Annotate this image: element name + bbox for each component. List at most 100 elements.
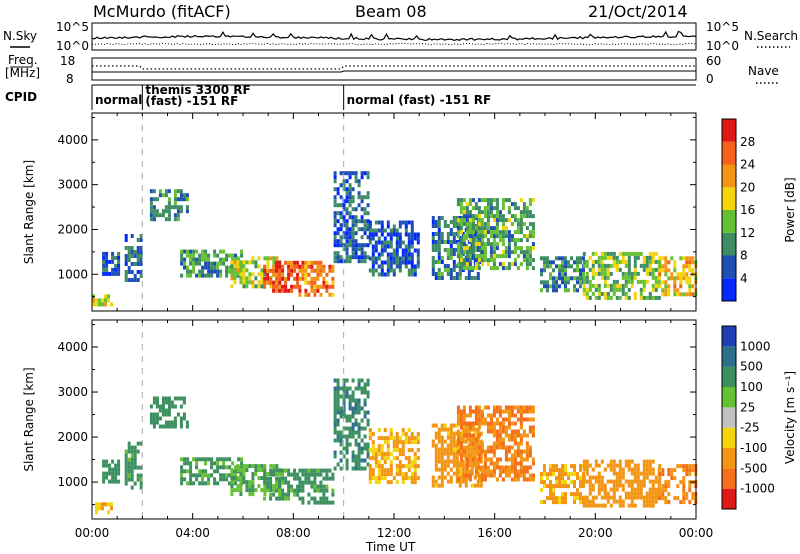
power-echo-cell	[234, 253, 238, 258]
velocity-echo-cell	[239, 468, 243, 473]
power-echo-cell	[345, 191, 349, 196]
velocity-echo-cell	[627, 503, 631, 508]
velocity-echo-cell	[513, 437, 517, 442]
power-echo-cell	[654, 251, 658, 256]
power-echo-cell	[336, 187, 340, 192]
velocity-echo-cell	[413, 472, 417, 477]
power-echo-cell	[489, 210, 493, 215]
power-echo-cell	[516, 246, 520, 251]
power-echo-cell	[301, 268, 305, 273]
power-echo-cell	[459, 218, 463, 223]
power-echo-cell	[133, 278, 137, 282]
velocity-echo-cell	[443, 451, 447, 456]
velocity-echo-cell	[225, 457, 229, 462]
velocity-echo-cell	[489, 457, 493, 462]
velocity-echo-cell	[459, 441, 463, 446]
freq-right-label: Nave	[748, 64, 779, 78]
power-echo-cell	[522, 254, 526, 259]
power-echo-cell	[179, 197, 183, 202]
velocity-echo-cell	[368, 448, 372, 453]
velocity-echo-cell	[278, 480, 282, 485]
velocity-echo-cell	[510, 465, 514, 470]
velocity-echo-cell	[618, 499, 622, 504]
power-echo-cell	[594, 271, 598, 276]
power-echo-cell	[345, 227, 349, 232]
velocity-echo-cell	[124, 469, 128, 474]
power-echo-cell	[195, 261, 199, 266]
velocity-echo-cell	[456, 421, 460, 426]
velocity-echo-cell	[371, 472, 375, 477]
power-echo-cell	[357, 195, 361, 200]
power-echo-cell	[368, 240, 372, 245]
power-echo-cell	[498, 262, 502, 267]
velocity-echo-cell	[374, 456, 378, 461]
power-echo-cell	[449, 244, 453, 248]
velocity-echo-cell	[462, 409, 466, 414]
power-echo-cell	[579, 284, 582, 289]
velocity-echo-cell	[325, 472, 329, 477]
velocity-echo-cell	[688, 468, 692, 473]
velocity-echo-cell	[455, 455, 459, 460]
power-echo-cell	[510, 250, 514, 255]
velocity-echo-cell	[383, 440, 387, 445]
power-echo-cell	[357, 227, 361, 232]
power-echo-cell	[480, 230, 484, 235]
power-echo-cell	[360, 251, 364, 256]
power-echo-cell	[642, 267, 646, 272]
power-echo-cell	[525, 226, 529, 231]
velocity-echo-cell	[612, 479, 616, 484]
power-echo-cell	[380, 244, 384, 249]
velocity-echo-cell	[588, 475, 592, 480]
power-echo-cell	[304, 272, 308, 277]
velocity-echo-cell	[179, 420, 183, 425]
velocity-echo-cell	[287, 472, 291, 477]
power-echo-cell	[386, 268, 390, 273]
power-echo-cell	[459, 206, 463, 211]
velocity-echo-cell	[333, 390, 337, 395]
velocity-echo-cell	[465, 473, 469, 478]
velocity-echo-cell	[392, 456, 396, 461]
velocity-echo-cell	[242, 480, 246, 485]
power-echo-cell	[579, 256, 582, 261]
velocity-echo-cell	[467, 455, 471, 460]
time-tick-label-2: 08:00	[276, 526, 311, 540]
power-echo-cell	[105, 251, 109, 256]
power-echo-cell	[525, 238, 529, 243]
velocity-echo-cell	[440, 439, 444, 444]
velocity-echo-cell	[621, 467, 625, 472]
power-echo-cell	[293, 268, 297, 273]
power-echo-cell	[298, 264, 302, 269]
power-echo-cell	[600, 251, 604, 256]
power-echo-cell	[366, 243, 370, 248]
power-echo-cell	[446, 252, 450, 256]
noise-left-tick-bottom: 10^0	[56, 39, 89, 53]
power-echo-cell	[416, 236, 420, 241]
power-echo-cell	[465, 206, 469, 211]
velocity-echo-cell	[260, 488, 264, 493]
velocity-echo-cell	[480, 477, 484, 482]
power-echo-cell	[313, 292, 317, 297]
power-echo-cell	[464, 276, 468, 280]
velocity-echo-cell	[510, 461, 514, 466]
power-echo-cell	[501, 230, 505, 235]
velocity-echo-cell	[117, 479, 121, 484]
velocity-echo-cell	[434, 467, 438, 472]
power-echo-cell	[507, 198, 511, 203]
power-echo-cell	[345, 199, 349, 204]
velocity-echo-cell	[336, 386, 340, 391]
power-echo-cell	[582, 251, 586, 256]
velocity-echo-cell	[245, 484, 249, 489]
velocity-echo-cell	[213, 469, 217, 474]
velocity-echo-cell	[519, 405, 523, 410]
velocity-echo-cell	[377, 476, 381, 481]
power-echo-cell	[627, 255, 631, 260]
velocity-echo-cell	[501, 417, 505, 422]
velocity-echo-cell	[615, 475, 619, 480]
power-echo-cell	[245, 280, 249, 285]
power-echo-cell	[410, 228, 414, 233]
velocity-echo-cell	[657, 467, 661, 472]
power-echo-cell	[471, 230, 475, 235]
power-echo-cell	[615, 259, 619, 264]
velocity-echo-cell	[513, 453, 517, 458]
velocity-echo-cell	[618, 479, 622, 484]
